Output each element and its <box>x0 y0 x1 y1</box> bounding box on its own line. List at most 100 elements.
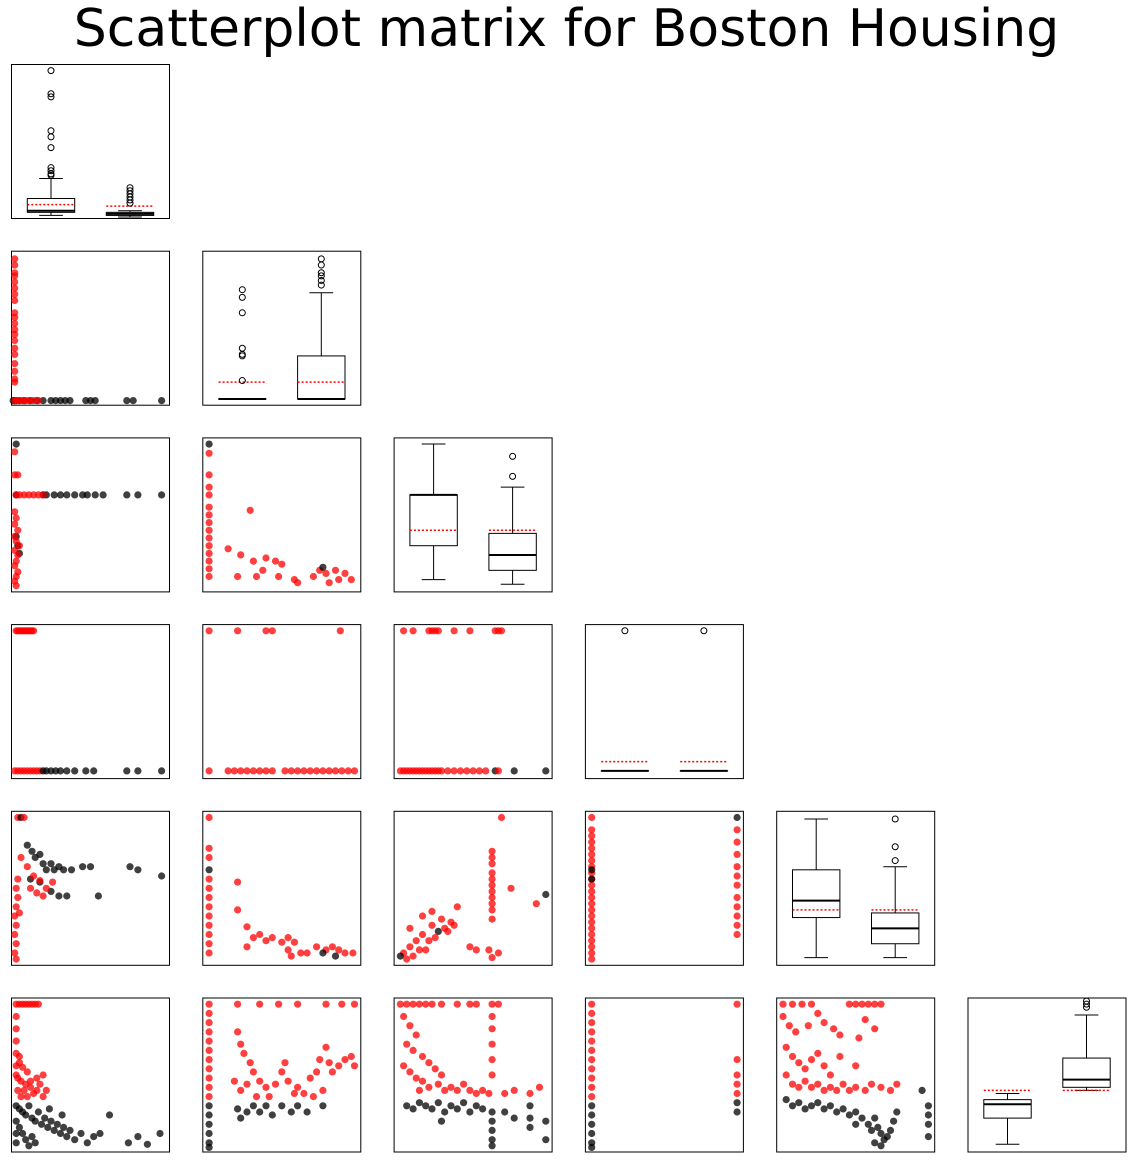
scatter-point-5-1-52 <box>350 1062 359 1070</box>
scatter-point-4-2-36 <box>494 949 502 957</box>
scatter-point-5-2-7 <box>453 1000 461 1008</box>
scatter-point-1-0-33 <box>11 290 19 298</box>
scatter-point-2-0-4 <box>50 491 58 499</box>
scatter-point-5-0-61 <box>31 1139 39 1147</box>
scatter-point-4-0-44 <box>14 875 22 883</box>
scatter-point-5-2-0 <box>396 1000 404 1008</box>
scatter-point-3-2-6 <box>450 627 458 635</box>
scatter-point-1-0-17 <box>129 397 137 405</box>
scatter-point-2-1-2 <box>205 471 213 479</box>
panel-frame-4-2 <box>393 810 553 966</box>
scatter-point-4-1-17 <box>256 930 264 939</box>
scatter-point-5-1-0 <box>205 1000 213 1008</box>
scatter-point-2-1-14 <box>205 572 213 581</box>
scatter-point-1-0-37 <box>11 320 19 328</box>
scatter-point-4-2-23 <box>425 937 433 945</box>
boxplot-outlier-0-1-5 <box>126 199 134 207</box>
scatter-point-2-1-1 <box>205 449 213 457</box>
scatter-point-5-4-28 <box>826 1071 835 1079</box>
scatter-point-5-1-51 <box>347 1052 355 1061</box>
scatter-point-5-1-24 <box>234 1028 242 1036</box>
scatter-point-5-0-51 <box>66 1126 74 1134</box>
scatter-point-5-3-4 <box>588 1037 596 1045</box>
scatter-point-5-4-10 <box>779 1012 787 1021</box>
scatter-point-3-2-0 <box>400 627 408 635</box>
boxplot-box-1-1 <box>297 355 346 400</box>
scatter-point-5-4-54 <box>820 1105 828 1113</box>
scatter-point-3-2-29 <box>469 767 477 775</box>
scatter-point-5-4-73 <box>918 1086 926 1094</box>
scatter-point-5-1-47 <box>325 1059 333 1067</box>
scatter-point-4-0-31 <box>26 884 35 892</box>
scatter-point-5-1-62 <box>278 1102 286 1110</box>
scatter-point-4-2-21 <box>444 927 452 936</box>
scatter-point-3-2-33 <box>494 767 502 775</box>
scatter-point-5-2-30 <box>466 1086 474 1094</box>
boxplot-outlier-3-0-0 <box>621 627 629 635</box>
scatter-point-4-1-31 <box>349 949 357 957</box>
scatter-point-3-0-29 <box>90 767 98 775</box>
scatter-point-3-2-35 <box>542 767 550 775</box>
scatter-point-5-0-25 <box>17 1093 25 1101</box>
scatter-point-5-1-32 <box>237 1086 245 1094</box>
scatter-point-2-1-25 <box>275 572 283 581</box>
scatter-point-3-2-7 <box>466 627 474 635</box>
scatter-point-4-1-4 <box>205 875 213 883</box>
scatter-point-5-2-39 <box>501 1089 509 1098</box>
scatter-point-4-3-34 <box>733 912 741 920</box>
boxplot-outlier-5-1-1 <box>1083 1000 1090 1008</box>
scatter-point-5-0-10 <box>12 1037 20 1045</box>
boxplot-box-5-1 <box>1062 1057 1111 1088</box>
scatter-point-5-1-40 <box>290 1089 298 1098</box>
boxplot-outlier-1-1-4 <box>317 276 325 284</box>
scatter-point-5-2-19 <box>431 1065 439 1073</box>
scatter-point-5-2-37 <box>488 1025 496 1033</box>
scatter-point-3-1-17 <box>306 767 314 775</box>
scatter-point-1-0-46 <box>11 378 19 386</box>
scatter-point-5-4-26 <box>814 1049 822 1057</box>
scatter-point-5-2-23 <box>418 1077 427 1085</box>
scatter-point-5-1-37 <box>278 1068 286 1076</box>
scatter-point-5-4-65 <box>877 1129 885 1138</box>
scatter-point-5-2-45 <box>403 1102 411 1110</box>
scatter-point-4-2-28 <box>403 955 411 963</box>
scatter-point-5-0-56 <box>15 1123 23 1131</box>
scatter-point-5-1-58 <box>249 1102 257 1110</box>
scatter-point-5-4-56 <box>833 1108 841 1116</box>
scatter-point-2-1-27 <box>309 572 317 581</box>
scatter-point-5-0-37 <box>22 1111 30 1119</box>
scatter-point-4-0-26 <box>23 863 31 871</box>
scatter-point-3-1-9 <box>243 767 251 775</box>
scatter-point-4-1-11 <box>205 940 213 948</box>
scatter-point-5-4-37 <box>833 1086 841 1094</box>
scatter-point-4-3-31 <box>733 881 741 889</box>
scatter-point-3-1-0 <box>205 627 213 635</box>
scatter-point-3-1-8 <box>237 767 245 775</box>
panel-frame-4-1 <box>202 810 362 966</box>
scatter-point-4-0-33 <box>39 892 47 900</box>
scatter-point-5-4-51 <box>801 1105 809 1113</box>
scatter-point-4-3-14 <box>588 900 596 908</box>
scatter-point-2-0-30 <box>11 520 19 528</box>
scatter-point-4-0-24 <box>158 872 166 880</box>
scatter-point-2-1-22 <box>259 566 267 574</box>
boxplot-box-4-0 <box>792 869 841 919</box>
scatter-point-5-3-17 <box>733 1000 741 1008</box>
scatter-point-5-4-43 <box>877 1083 885 1091</box>
scatter-point-5-2-58 <box>488 1108 496 1116</box>
scatter-point-5-2-65 <box>526 1102 534 1110</box>
panel-frame-4-4 <box>776 810 936 966</box>
scatter-point-5-0-46 <box>50 1126 58 1134</box>
scatter-point-3-0-31 <box>134 767 142 775</box>
scatter-point-5-1-34 <box>252 1093 261 1101</box>
scatter-point-5-2-60 <box>488 1126 496 1134</box>
scatter-point-5-4-53 <box>814 1099 822 1107</box>
scatter-point-5-4-41 <box>861 1086 869 1094</box>
scatter-point-4-2-25 <box>412 937 420 945</box>
scatter-point-1-0-16 <box>123 397 131 405</box>
scatter-point-5-1-28 <box>249 1068 257 1076</box>
panel-frame-1-0 <box>11 250 170 406</box>
scatter-point-4-0-22 <box>126 863 134 871</box>
scatter-point-5-3-21 <box>733 1089 741 1098</box>
scatter-point-4-2-30 <box>415 946 423 954</box>
